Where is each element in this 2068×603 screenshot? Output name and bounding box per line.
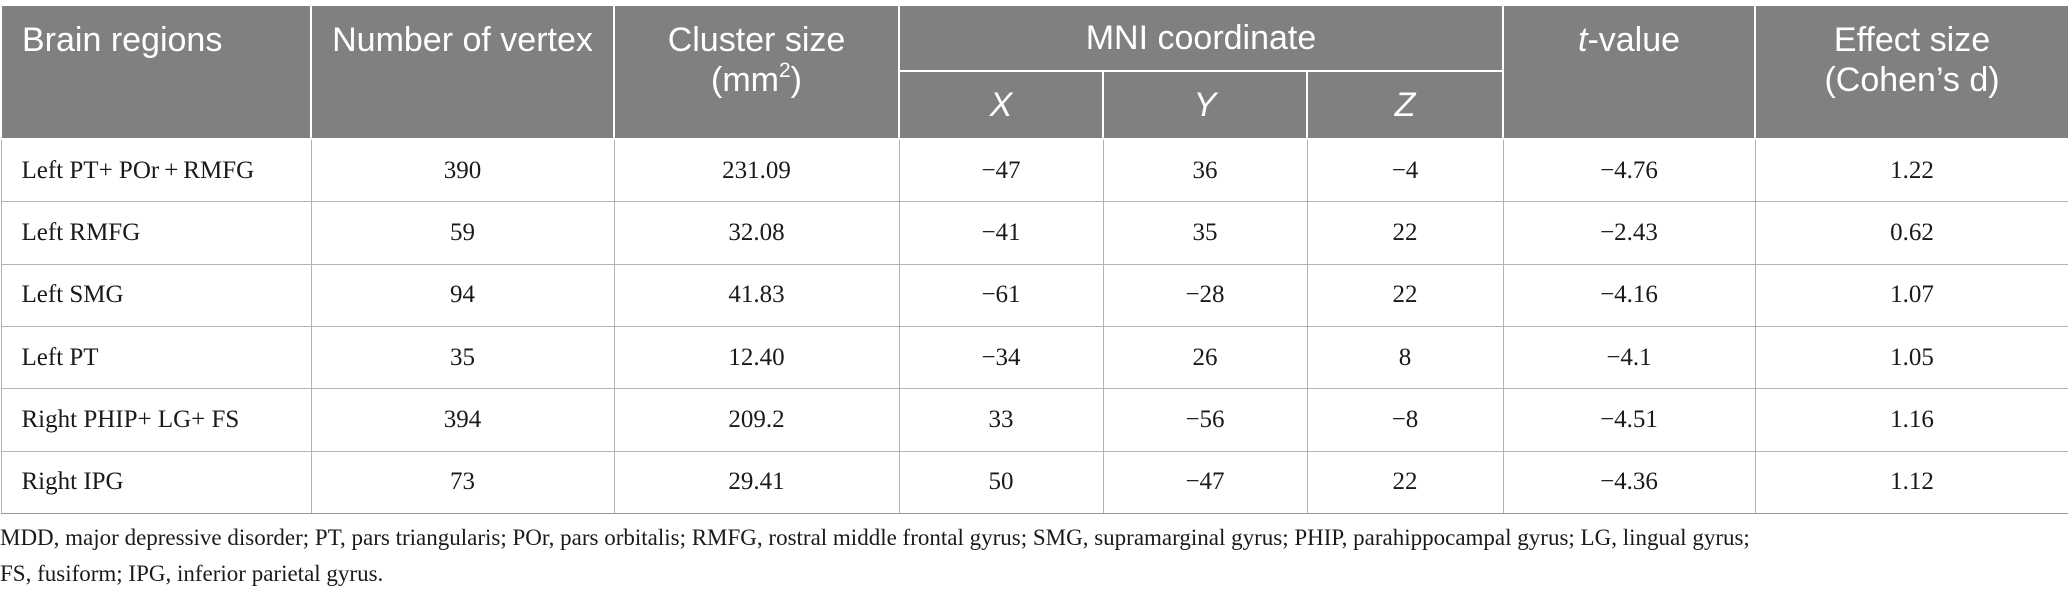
table-row: Right PHIP+ LG+ FS 394 209.2 33 −56 −8 −… xyxy=(0,388,2068,452)
cell-d: 1.12 xyxy=(1754,450,2068,515)
cell-vertex: 73 xyxy=(310,450,615,515)
cell-z: 22 xyxy=(1306,201,1504,265)
cell-vertex: 390 xyxy=(310,138,615,203)
cell-cluster: 29.41 xyxy=(613,450,900,515)
footnote-line-2: FS, fusiform; IPG, inferior parietal gyr… xyxy=(0,561,384,586)
cell-t: −2.43 xyxy=(1502,201,1756,265)
header-cluster-close: ) xyxy=(790,61,802,99)
cell-y: 35 xyxy=(1102,201,1308,265)
footnote-line-1: MDD, major depressive disorder; PT, pars… xyxy=(0,525,1750,550)
cell-vertex: 94 xyxy=(310,263,615,327)
cell-t: −4.76 xyxy=(1502,138,1756,203)
cell-region: Right PHIP+ LG+ FS xyxy=(0,388,312,452)
header-row-top: Brain regions Number of vertex Cluster s… xyxy=(0,4,2068,140)
header-cluster-sup: 2 xyxy=(778,58,791,82)
header-vertex-text: Number of vertex xyxy=(332,21,593,59)
table-row: Right IPG 73 29.41 50 −47 22 −4.36 1.12 xyxy=(0,450,2068,515)
cell-x: 50 xyxy=(898,450,1104,515)
header-t-rest: -value xyxy=(1587,21,1681,59)
cell-cluster: 231.09 xyxy=(613,138,900,203)
cell-vertex: 35 xyxy=(310,325,615,390)
cell-t: −4.16 xyxy=(1502,263,1756,327)
cell-vertex: 59 xyxy=(310,201,615,265)
results-table: Brain regions Number of vertex Cluster s… xyxy=(0,4,2068,515)
header-y: Y xyxy=(1102,70,1308,140)
header-z: Z xyxy=(1305,70,1505,140)
cell-y: −56 xyxy=(1102,388,1308,452)
cell-region: Left SMG xyxy=(0,263,312,327)
cell-z: 22 xyxy=(1306,450,1504,515)
cell-d: 1.07 xyxy=(1754,263,2068,327)
cell-region: Left PT xyxy=(0,325,312,390)
cell-t: −4.51 xyxy=(1502,388,1756,452)
cell-t: −4.36 xyxy=(1502,450,1756,515)
cell-cluster: 32.08 xyxy=(613,201,900,265)
cell-vertex: 394 xyxy=(310,388,615,452)
header-cluster-text: Cluster size xyxy=(667,21,846,59)
header-t-italic: t xyxy=(1577,21,1588,59)
table-row: Left PT+ POr + RMFG 390 231.09 −47 36 −4… xyxy=(0,138,2068,203)
table-footnote: MDD, major depressive disorder; PT, pars… xyxy=(0,520,2068,592)
cell-cluster: 12.40 xyxy=(613,325,900,390)
cell-y: 26 xyxy=(1102,325,1308,390)
header-number-of-vertex: Number of vertex xyxy=(310,4,615,140)
cell-x: −47 xyxy=(898,138,1104,203)
cell-x: −61 xyxy=(898,263,1104,327)
header-row-sub: X Y Z xyxy=(1,70,2068,140)
cell-z: −4 xyxy=(1306,138,1504,203)
cell-y: −28 xyxy=(1102,263,1308,327)
cell-region: Left RMFG xyxy=(0,201,312,265)
table-header: Brain regions Number of vertex Cluster s… xyxy=(0,4,2068,140)
table-row: Left RMFG 59 32.08 −41 35 22 −2.43 0.62 xyxy=(0,201,2068,265)
cell-z: −8 xyxy=(1306,388,1504,452)
header-t-value: t-value xyxy=(1502,4,1757,140)
cell-region: Left PT+ POr + RMFG xyxy=(0,138,312,203)
cell-d: 1.05 xyxy=(1754,325,2068,390)
cell-z: 22 xyxy=(1306,263,1504,327)
header-mni-coordinate: MNI coordinate xyxy=(897,4,1505,72)
cell-cluster: 41.83 xyxy=(613,263,900,327)
cell-x: −41 xyxy=(898,201,1104,265)
cell-d: 0.62 xyxy=(1754,201,2068,265)
header-brain-regions: Brain regions xyxy=(0,4,312,140)
table-row: Left SMG 94 41.83 −61 −28 22 −4.16 1.07 xyxy=(0,263,2068,327)
header-cluster-unit: (mm xyxy=(711,61,779,99)
cell-t: −4.1 xyxy=(1502,325,1756,390)
header-effect-line2: (Cohen’s d) xyxy=(1824,61,2000,99)
cell-d: 1.16 xyxy=(1754,388,2068,452)
cell-y: 36 xyxy=(1102,138,1308,203)
header-cluster-size: Cluster size (mm2) xyxy=(613,4,900,140)
cell-region: Right IPG xyxy=(0,450,312,515)
cell-x: −34 xyxy=(898,325,1104,390)
cell-y: −47 xyxy=(1102,450,1308,515)
header-effect-line1: Effect size xyxy=(1833,21,1991,59)
cell-d: 1.22 xyxy=(1754,138,2068,203)
cell-z: 8 xyxy=(1306,325,1504,390)
header-x: X xyxy=(898,70,1104,140)
table-body: Left PT+ POr + RMFG 390 231.09 −47 36 −4… xyxy=(0,138,2068,515)
cell-cluster: 209.2 xyxy=(613,388,900,452)
cell-x: 33 xyxy=(898,388,1104,452)
header-effect-size: Effect size (Cohen’s d) xyxy=(1754,4,2068,140)
table-row: Left PT 35 12.40 −34 26 8 −4.1 1.05 xyxy=(0,325,2068,390)
